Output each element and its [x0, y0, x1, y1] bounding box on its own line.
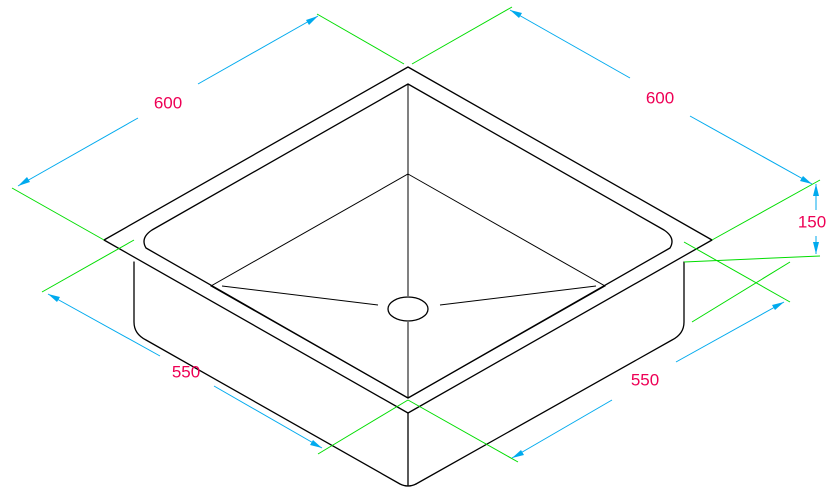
dim-label-top-right: 600: [646, 88, 674, 107]
arrow-top-right-start: [510, 10, 522, 18]
arrow-height-bottom: [813, 242, 819, 254]
ext-bottom-left: [41, 239, 135, 293]
extension-lines: [11, 6, 821, 463]
floor-slope-left: [221, 285, 379, 306]
ext-top-back-left: [316, 13, 405, 65]
sink-body: [103, 66, 713, 487]
ext-height-mid: [691, 261, 791, 323]
dim-line-top-left-b: [197, 15, 319, 85]
dim-line-bottom-right-a: [511, 399, 613, 459]
dimension-labels: 600 600 150 550 550: [154, 88, 826, 389]
ext-top-right: [711, 179, 821, 241]
dim-line-bottom-left-a: [47, 293, 161, 357]
arrow-bottom-left-start: [48, 294, 60, 302]
arrow-top-left-end: [306, 16, 318, 25]
arrow-height-top: [813, 184, 819, 196]
body-right-side: [415, 261, 685, 485]
dim-line-bottom-left-b: [213, 385, 323, 449]
dim-label-bottom-left: 550: [172, 362, 200, 381]
drain-hole: [387, 296, 429, 322]
dim-line-top-right-a: [509, 9, 631, 79]
dimension-lines: [17, 9, 819, 459]
ext-height-lower: [683, 255, 821, 263]
arrow-bottom-left-end: [310, 440, 322, 448]
dim-line-bottom-right-b: [675, 301, 785, 363]
arrow-top-left-start: [18, 177, 30, 186]
ext-bottom-front-left: [317, 399, 409, 455]
dim-line-top-left-a: [17, 117, 139, 187]
ext-top-back-right: [411, 6, 513, 65]
dim-label-top-left: 600: [154, 93, 182, 112]
dim-label-bottom-right: 550: [631, 370, 659, 389]
ext-top-left: [11, 187, 105, 241]
floor-slope-right: [439, 285, 597, 306]
dim-line-top-right-b: [689, 115, 813, 185]
arrow-bottom-right-end: [772, 302, 784, 310]
body-left-side: [133, 261, 417, 487]
arrow-top-right-end: [800, 176, 812, 184]
ext-bottom-right: [683, 241, 791, 303]
arrow-bottom-right-start: [512, 450, 524, 458]
ext-bottom-front-right: [407, 399, 519, 463]
dim-label-height: 150: [798, 212, 826, 231]
